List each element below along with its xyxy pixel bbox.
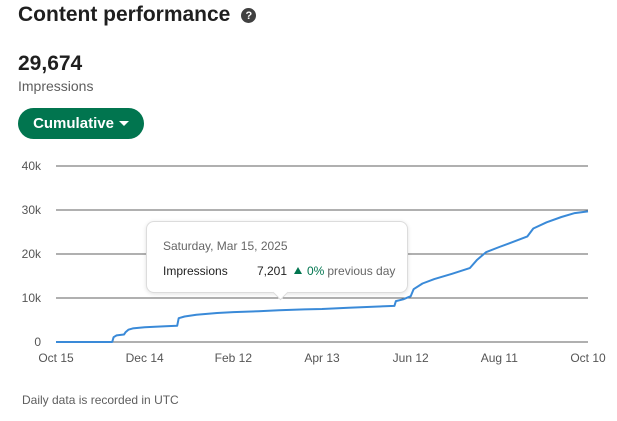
x-tick-label: Jun 12 (393, 351, 429, 365)
y-tick-label: 10k (22, 291, 42, 305)
cumulative-dropdown-label: Cumulative (33, 115, 114, 132)
chart-tooltip: Saturday, Mar 15, 2025 Impressions 7,201… (146, 221, 408, 301)
tooltip-change: 0% previous day (294, 264, 395, 278)
tooltip-value: 7,201 (257, 264, 288, 278)
y-tick-label: 20k (22, 247, 42, 261)
tooltip-change-value: 0% (307, 264, 325, 278)
x-tick-label: Apr 13 (304, 351, 340, 365)
arrow-up-icon (294, 267, 302, 274)
x-tick-label: Oct 10 (570, 351, 606, 365)
impressions-total: 29,674 (18, 52, 83, 75)
impressions-label: Impressions (18, 78, 94, 94)
tooltip-date: Saturday, Mar 15, 2025 (163, 239, 288, 253)
y-tick-label: 30k (22, 203, 42, 217)
impressions-chart[interactable]: 0 10k 20k 30k 40k Oct 15 Dec 14 Feb 12 Apr 13 Jun… (0, 150, 617, 375)
question-circle-icon[interactable]: ? (241, 8, 257, 23)
x-tick-label: Oct 15 (38, 351, 74, 365)
header: Content performance ? (18, 3, 257, 27)
cumulative-dropdown-button[interactable]: Cumulative (18, 108, 144, 139)
y-tick-label: 40k (22, 159, 42, 173)
x-tick-label: Dec 14 (126, 351, 164, 365)
x-tick-label: Feb 12 (215, 351, 253, 365)
tooltip-label: Impressions (163, 264, 228, 278)
y-tick-label: 0 (34, 335, 41, 349)
x-tick-label: Aug 11 (481, 351, 518, 365)
caret-down-icon (118, 121, 129, 126)
footnote: Daily data is recorded in UTC (22, 393, 179, 407)
tooltip-change-suffix: previous day (327, 264, 396, 278)
impressions-series-line (56, 210, 589, 343)
page-title: Content performance (18, 3, 231, 26)
